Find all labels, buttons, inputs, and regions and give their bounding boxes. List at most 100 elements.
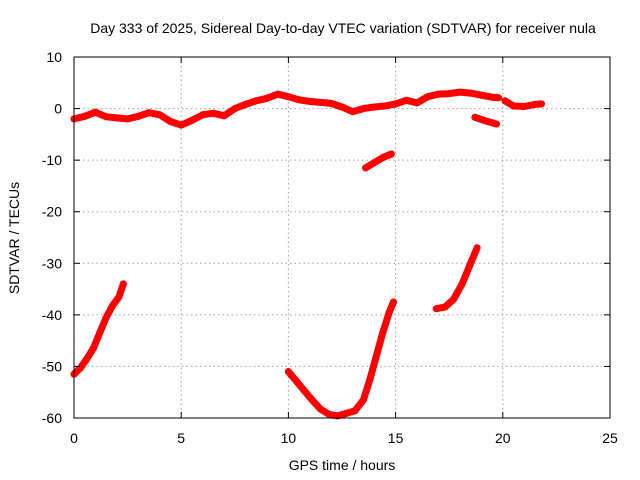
- y-tick-label: 0: [54, 101, 62, 117]
- data-point: [338, 103, 346, 111]
- data-point: [379, 154, 387, 162]
- data-point: [537, 100, 545, 108]
- data-point: [387, 150, 395, 158]
- data-point: [432, 305, 440, 313]
- data-point: [471, 113, 479, 121]
- data-point: [76, 364, 84, 372]
- data-point: [359, 105, 367, 113]
- data-point: [124, 115, 132, 123]
- data-point: [435, 90, 442, 98]
- data-point: [492, 120, 500, 128]
- data-point: [83, 355, 91, 363]
- data-point: [252, 97, 260, 105]
- data-point: [119, 280, 127, 288]
- data-point: [317, 98, 325, 106]
- data-point: [488, 93, 496, 101]
- data-point: [362, 164, 370, 172]
- data-point: [299, 386, 307, 394]
- data-series: [70, 88, 545, 420]
- data-point: [134, 112, 142, 120]
- y-tick-label: -20: [42, 204, 62, 220]
- data-point: [145, 109, 153, 117]
- data-point: [220, 112, 228, 120]
- y-tick-label: -10: [42, 152, 62, 168]
- data-point: [531, 100, 539, 108]
- data-point: [102, 313, 110, 321]
- data-point: [501, 97, 509, 105]
- data-point: [327, 99, 335, 107]
- data-point: [366, 375, 374, 383]
- x-tick-label: 10: [281, 430, 297, 446]
- x-axis-label: GPS time / hours: [289, 457, 396, 473]
- data-point: [370, 103, 378, 111]
- data-point: [495, 94, 502, 102]
- data-point: [81, 112, 89, 120]
- data-point: [458, 280, 466, 288]
- chart-title: Day 333 of 2025, Sidereal Day-to-day VTE…: [90, 20, 596, 36]
- data-point: [381, 102, 389, 110]
- x-tick-label: 25: [602, 430, 618, 446]
- y-tick-label: -30: [42, 255, 62, 271]
- y-tick-label: 10: [46, 49, 62, 65]
- data-point: [349, 108, 357, 116]
- data-point: [351, 407, 359, 415]
- axis-ticks: 0 5 10 15 20 25 10 0 -10 -20 -30 -40 -50 -60: [42, 49, 618, 446]
- y-tick-label: -40: [42, 307, 62, 323]
- data-point: [284, 368, 292, 376]
- data-point: [96, 329, 104, 337]
- data-point: [477, 91, 485, 99]
- x-tick-label: 20: [495, 430, 511, 446]
- data-point: [317, 405, 325, 413]
- data-point: [392, 100, 400, 108]
- data-point: [188, 116, 196, 124]
- series-segment-14h: [362, 150, 395, 172]
- data-point: [167, 118, 174, 125]
- data-point: [263, 94, 271, 102]
- data-point: [520, 103, 528, 110]
- plot-frame: [73, 56, 611, 419]
- data-point: [231, 105, 239, 113]
- data-point: [89, 344, 97, 352]
- data-point: [109, 302, 117, 310]
- y-axis-label: SDTVAR / TECUs: [6, 182, 22, 294]
- data-point: [156, 111, 164, 119]
- data-point: [450, 295, 457, 303]
- data-point: [209, 109, 217, 117]
- data-point: [242, 100, 249, 108]
- data-point: [199, 111, 207, 119]
- y-tick-label: -60: [42, 410, 62, 426]
- data-point: [441, 303, 449, 311]
- x-tick-label: 15: [388, 430, 404, 446]
- data-point: [295, 96, 303, 104]
- data-point: [473, 244, 481, 252]
- data-point: [113, 114, 121, 122]
- data-point: [370, 159, 378, 167]
- data-point: [510, 102, 517, 110]
- x-tick-label: 0: [70, 430, 78, 446]
- data-point: [385, 308, 393, 316]
- data-point: [308, 396, 316, 404]
- data-point: [390, 298, 397, 306]
- data-point: [91, 108, 99, 116]
- data-point: [445, 90, 453, 98]
- data-point: [306, 97, 314, 105]
- data-point: [467, 89, 475, 97]
- data-point: [456, 88, 464, 96]
- data-point: [274, 90, 282, 98]
- data-point: [102, 113, 110, 121]
- data-point: [359, 396, 367, 404]
- x-tick-label: 5: [177, 430, 185, 446]
- data-point: [413, 99, 421, 107]
- data-point: [177, 121, 185, 129]
- y-tick-label: -50: [42, 358, 62, 374]
- data-point: [467, 259, 475, 267]
- data-point: [284, 93, 292, 101]
- data-point: [482, 117, 490, 125]
- data-point: [372, 352, 380, 360]
- data-point: [379, 329, 387, 337]
- data-point: [402, 96, 410, 104]
- data-point: [424, 93, 432, 101]
- data-point: [325, 410, 333, 418]
- data-point: [115, 293, 123, 301]
